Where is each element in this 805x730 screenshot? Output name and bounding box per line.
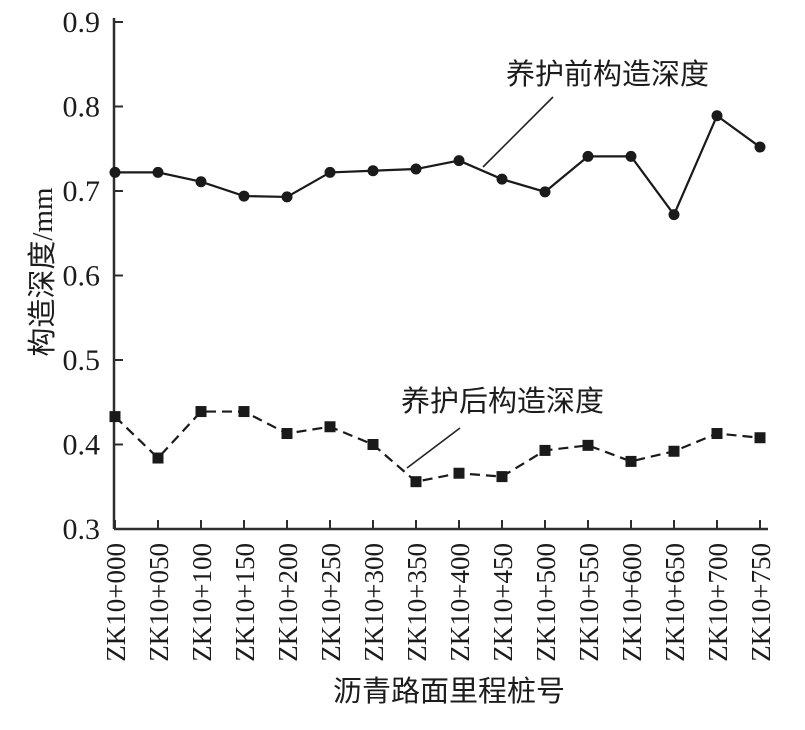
x-tick-label: ZK10+600: [617, 543, 647, 662]
x-tick-label: ZK10+150: [230, 543, 260, 662]
series-0-marker: [410, 163, 422, 175]
series-0-marker: [109, 166, 121, 178]
y-tick-label: 0.9: [63, 6, 101, 39]
series-0-marker: [324, 166, 336, 178]
series-0-marker: [754, 141, 766, 153]
x-tick-label: ZK10+450: [488, 543, 518, 662]
series-1-marker: [711, 428, 723, 440]
y-tick-label: 0.3: [63, 513, 101, 546]
y-tick-label: 0.4: [63, 429, 101, 462]
series-1-marker: [453, 467, 465, 479]
series-1-marker: [668, 445, 680, 457]
y-tick-label: 0.5: [63, 344, 101, 377]
x-tick-label: ZK10+750: [746, 543, 776, 662]
series-1-marker: [582, 439, 594, 451]
series-1-marker: [195, 406, 207, 418]
series-0-marker: [453, 155, 465, 167]
series-1-marker: [496, 471, 508, 483]
series-1-marker: [410, 476, 422, 488]
series-0-marker: [152, 166, 164, 178]
x-tick-label: ZK10+350: [402, 543, 432, 662]
series-1-marker: [281, 428, 293, 440]
series-0-marker: [668, 209, 680, 221]
series-0-marker: [711, 110, 723, 122]
series-group: [109, 110, 766, 488]
x-tick-label: ZK10+500: [531, 543, 561, 662]
series-1-marker: [152, 452, 164, 464]
series-0-marker: [539, 186, 551, 198]
annotation-label-before: 养护前构造深度: [506, 58, 709, 91]
x-axis-title: 沥青路面里程桩号: [333, 675, 565, 708]
series-line-1: [114, 410, 761, 483]
series-1-marker: [625, 455, 637, 467]
series-1-marker: [539, 444, 551, 456]
series-0-marker: [195, 176, 207, 188]
annotations-group: 养护前构造深度 养护后构造深度: [401, 58, 709, 469]
x-tick-label: ZK10+650: [660, 543, 690, 662]
x-tick-label: ZK10+050: [144, 543, 174, 662]
series-0-marker: [625, 150, 637, 162]
y-tick-label: 0.7: [63, 175, 101, 208]
series-0-marker: [367, 165, 379, 177]
annotation-leader-before: [482, 96, 554, 168]
x-tick-label: ZK10+100: [187, 543, 217, 662]
series-1-marker: [754, 432, 766, 444]
series-line-0: [115, 114, 761, 217]
axes: 0.3 0.4 0.5 0.6 0.7 0.8 0.9 ZK10+000 ZK10+050 ZK1…: [63, 6, 777, 662]
series-1-marker: [109, 411, 121, 423]
x-tick-label: ZK10+250: [316, 543, 346, 662]
x-tick-label: ZK10+400: [445, 543, 475, 662]
series-1-marker: [367, 439, 379, 450]
y-axis-title: 构造深度/mm: [26, 187, 59, 357]
annotation-leader-after: [406, 427, 461, 469]
x-tick-label: ZK10+550: [574, 543, 604, 662]
series-0-marker: [582, 150, 594, 162]
x-tick-label: ZK10+000: [101, 543, 131, 662]
y-tick-label: 0.6: [63, 260, 101, 293]
x-tick-label: ZK10+200: [273, 543, 303, 662]
y-tick-label: 0.8: [63, 91, 101, 124]
x-tick-label: ZK10+700: [703, 543, 733, 662]
annotation-label-after: 养护后构造深度: [401, 385, 604, 418]
series-0-marker: [238, 190, 250, 202]
series-1-marker: [324, 421, 336, 433]
series-1-marker: [238, 406, 250, 418]
series-0-marker: [281, 191, 293, 203]
x-tick-label: ZK10+300: [359, 543, 389, 662]
series-0-marker: [496, 173, 508, 185]
